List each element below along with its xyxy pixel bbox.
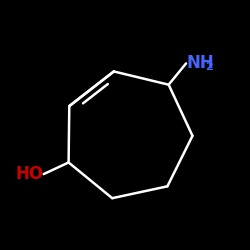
Text: NH: NH bbox=[186, 54, 214, 72]
Text: HO: HO bbox=[16, 165, 44, 183]
Text: 2: 2 bbox=[206, 62, 213, 72]
